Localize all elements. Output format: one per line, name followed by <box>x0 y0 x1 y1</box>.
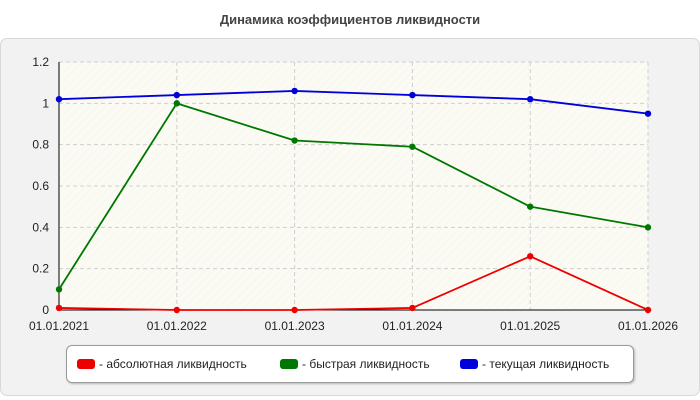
series-line-2 <box>58 90 649 115</box>
legend-swatch-green <box>280 359 298 369</box>
y-tick-label: 1 <box>42 96 49 110</box>
data-point <box>409 91 416 99</box>
legend-item-absolute: - абсолютная ликвидность <box>77 356 247 372</box>
legend: - абсолютная ликвидность - быстрая ликви… <box>66 345 634 383</box>
y-tick-label: 0.8 <box>32 138 49 152</box>
data-point <box>55 286 63 293</box>
legend-swatch-red <box>77 359 95 369</box>
legend-label: - быстрая ликвидность <box>302 357 430 371</box>
x-tick-label: 01.01.2025 <box>500 319 560 333</box>
data-point <box>409 304 416 312</box>
data-point <box>527 96 534 103</box>
x-tick-label: 01.01.2023 <box>265 319 325 333</box>
data-point <box>644 224 652 231</box>
data-point <box>291 137 298 144</box>
y-tick-label: 1.2 <box>32 55 49 69</box>
chart-title: Динамика коэффициентов ликвидности <box>219 12 481 27</box>
data-point <box>55 304 63 312</box>
data-point <box>55 96 63 103</box>
legend-swatch-blue <box>460 359 478 369</box>
series-line-0 <box>58 255 649 311</box>
y-tick-label: 0.2 <box>32 262 49 276</box>
data-point <box>527 253 534 260</box>
data-point <box>644 110 652 117</box>
data-point <box>173 306 180 314</box>
legend-item-current: - текущая ликвидность <box>460 356 609 372</box>
legend-label: - текущая ликвидность <box>482 357 610 371</box>
x-tick-label: 01.01.2022 <box>147 319 207 333</box>
data-point <box>173 100 180 107</box>
data-point <box>173 91 180 99</box>
series-line-1 <box>58 102 649 290</box>
legend-label: - абсолютная ликвидность <box>99 357 247 371</box>
data-point <box>291 306 298 314</box>
data-point <box>527 203 534 210</box>
x-tick-label: 01.01.2021 <box>29 319 89 333</box>
data-point <box>409 143 416 150</box>
y-tick-label: 0 <box>42 303 49 317</box>
data-point <box>644 306 652 314</box>
x-tick-label: 01.01.2024 <box>382 319 442 333</box>
y-tick-label: 0.6 <box>32 179 49 193</box>
legend-item-quick: - быстрая ликвидность <box>280 356 430 372</box>
data-point <box>291 87 298 95</box>
y-tick-label: 0.4 <box>32 220 49 234</box>
x-tick-label: 01.01.2026 <box>618 319 678 333</box>
